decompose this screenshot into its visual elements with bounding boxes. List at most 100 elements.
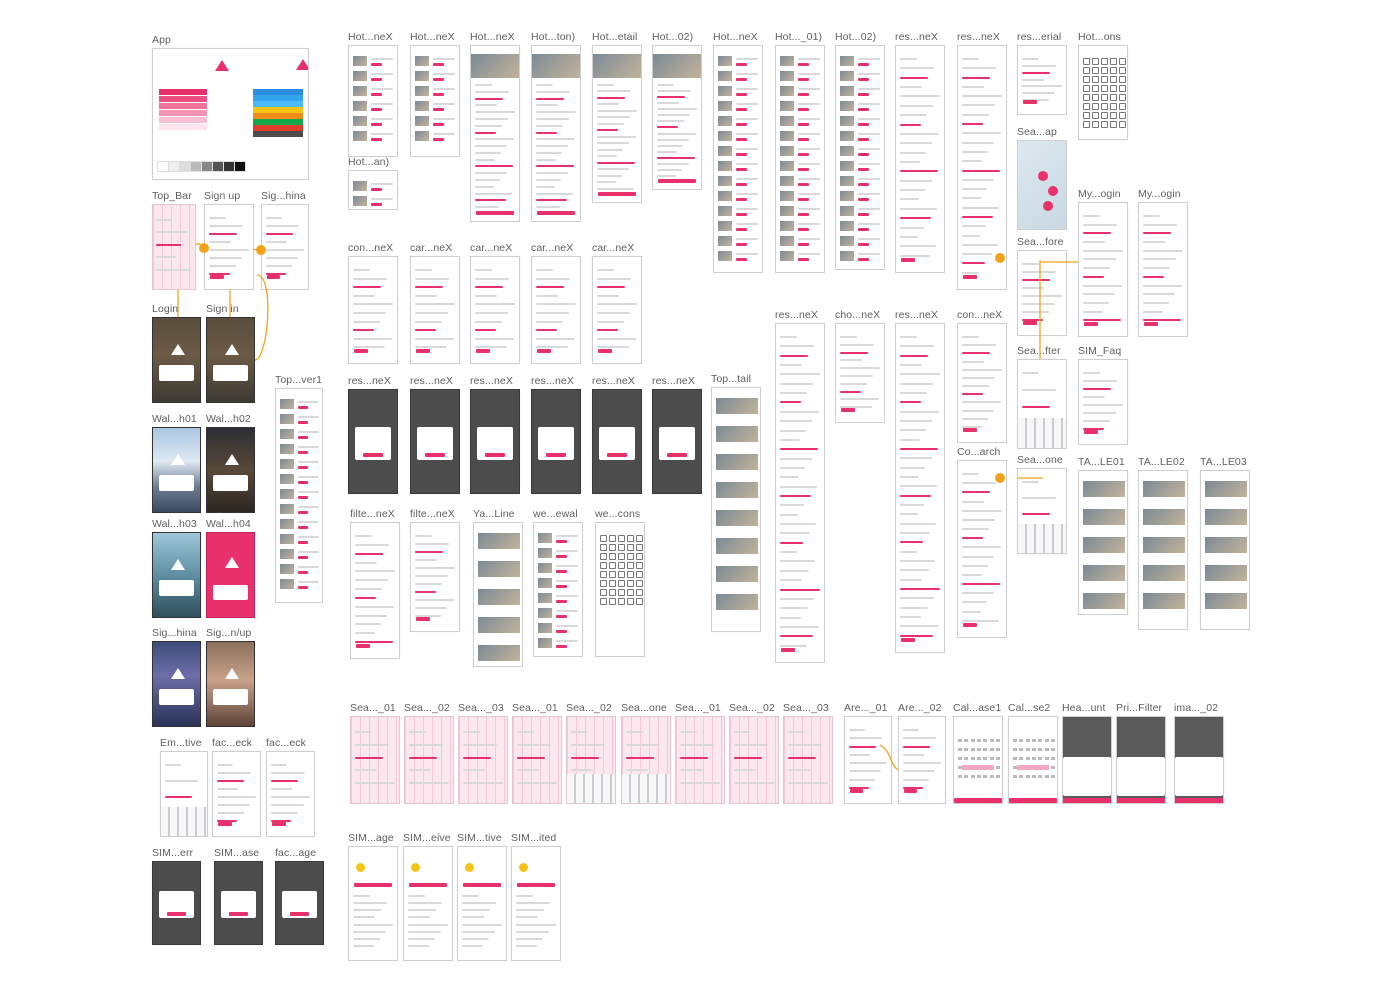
artboard-sea-03[interactable] — [458, 716, 508, 804]
thumbnail-image[interactable] — [840, 56, 854, 66]
artboard-fac-eck[interactable] — [212, 751, 261, 837]
calendar-day[interactable] — [1038, 748, 1043, 751]
artboard-sim-age[interactable] — [348, 846, 398, 961]
artboard-res-nex[interactable] — [895, 323, 945, 653]
thumbnail-image[interactable] — [840, 176, 854, 186]
artboard-hot-nex[interactable] — [713, 45, 763, 273]
book-button[interactable] — [536, 211, 576, 215]
thumbnail-image[interactable] — [780, 71, 794, 81]
artboard-label[interactable]: SIM_Faq — [1078, 345, 1122, 357]
artboard-label[interactable]: filte...neX — [350, 508, 395, 520]
thumbnail-image[interactable] — [1205, 481, 1247, 497]
artboard-label[interactable]: SIM...err — [152, 847, 194, 859]
calendar-day[interactable] — [1050, 739, 1055, 742]
primary-button[interactable] — [209, 275, 225, 279]
dialog-button[interactable] — [546, 453, 566, 457]
artboard-label[interactable]: Sea..._01 — [350, 702, 396, 714]
artboard-my-ogin[interactable] — [1078, 202, 1128, 337]
artboard-wal-h02[interactable] — [206, 427, 255, 513]
artboard-label[interactable]: Sig...n/up — [206, 627, 252, 639]
artboard-hot-an[interactable] — [348, 170, 398, 210]
thumbnail-image[interactable] — [353, 131, 367, 141]
dialog-button[interactable] — [425, 453, 445, 457]
sim-action-button[interactable] — [462, 883, 502, 887]
calendar-day[interactable] — [970, 739, 975, 742]
thumbnail-image[interactable] — [1143, 509, 1185, 525]
thumbnail-image[interactable] — [538, 623, 552, 633]
artboard-sea-01[interactable] — [675, 716, 725, 804]
thumbnail-image[interactable] — [718, 101, 732, 111]
artboard-label[interactable]: Sign in — [206, 303, 239, 315]
thumbnail-image[interactable] — [718, 131, 732, 141]
thumbnail-image[interactable] — [780, 161, 794, 171]
artboard-my-ogin[interactable] — [1138, 202, 1188, 337]
artboard-label[interactable]: Wal...h04 — [206, 518, 251, 530]
artboard-label[interactable]: Hot...etail — [592, 31, 638, 43]
calendar-day[interactable] — [983, 739, 988, 742]
calendar-day[interactable] — [1025, 775, 1030, 778]
artboard-wal-h04[interactable] — [206, 532, 255, 618]
calendar-day[interactable] — [976, 757, 981, 760]
thumbnail-image[interactable] — [718, 191, 732, 201]
thumbnail-image[interactable] — [716, 538, 758, 554]
primary-button[interactable] — [849, 789, 864, 793]
thumbnail-image[interactable] — [415, 101, 429, 111]
artboard-sign-up[interactable] — [204, 204, 254, 290]
artboard-label[interactable]: Sea..._01 — [512, 702, 558, 714]
artboard-label[interactable]: res...neX — [775, 309, 818, 321]
dialog-button[interactable] — [167, 912, 186, 917]
artboard-top-bar[interactable] — [152, 204, 196, 290]
primary-button[interactable] — [900, 258, 916, 262]
artboard-label[interactable]: cho...neX — [835, 309, 881, 321]
artboard-label[interactable]: ima..._02 — [1174, 702, 1219, 714]
thumbnail-image[interactable] — [353, 86, 367, 96]
artboard-label[interactable]: car...neX — [410, 242, 453, 254]
calendar-day[interactable] — [989, 757, 994, 760]
artboard-filte-nex[interactable] — [410, 522, 460, 632]
artboard-are-01[interactable] — [844, 716, 892, 804]
artboard-top-ver1[interactable] — [275, 388, 323, 603]
thumbnail-image[interactable] — [716, 510, 758, 526]
thumbnail-image[interactable] — [280, 474, 294, 484]
artboard-label[interactable]: Hot...neX — [410, 31, 455, 43]
thumbnail-image[interactable] — [478, 617, 520, 633]
calendar-day[interactable] — [976, 775, 981, 778]
artboard-res-nex[interactable] — [410, 389, 460, 494]
calendar-day[interactable] — [1044, 739, 1049, 742]
thumbnail-image[interactable] — [1083, 481, 1125, 497]
artboard-sim-err[interactable] — [152, 861, 201, 945]
book-button[interactable] — [597, 192, 637, 196]
thumbnail-image[interactable] — [780, 56, 794, 66]
thumbnail-image[interactable] — [415, 116, 429, 126]
artboard-sign-in[interactable] — [206, 317, 255, 403]
artboard-label[interactable]: SIM...age — [348, 832, 394, 844]
artboard-label[interactable]: res...neX — [410, 375, 453, 387]
artboard-label[interactable]: Sea...ap — [1017, 126, 1057, 138]
artboard-label[interactable]: Wal...h02 — [206, 413, 251, 425]
thumbnail-image[interactable] — [353, 71, 367, 81]
thumbnail-image[interactable] — [353, 56, 367, 66]
primary-button[interactable] — [536, 349, 552, 353]
thumbnail-image[interactable] — [478, 561, 520, 577]
artboard-label[interactable]: Hot...ons — [1078, 31, 1121, 43]
thumbnail-image[interactable] — [780, 146, 794, 156]
thumbnail-image[interactable] — [280, 429, 294, 439]
artboard-label[interactable]: res...neX — [592, 375, 635, 387]
artboard-label[interactable]: Hot..._01) — [775, 31, 823, 43]
artboard-fac-eck[interactable] — [266, 751, 315, 837]
thumbnail-image[interactable] — [280, 444, 294, 454]
artboard-hot-ton[interactable] — [531, 45, 581, 222]
calendar-day[interactable] — [1013, 775, 1017, 778]
map-pin-icon[interactable] — [1048, 186, 1058, 196]
dialog-button[interactable] — [229, 912, 248, 917]
thumbnail-image[interactable] — [780, 191, 794, 201]
artboard-ta-le03[interactable] — [1200, 470, 1250, 630]
artboard-label[interactable]: Sea..._02 — [566, 702, 612, 714]
thumbnail-image[interactable] — [280, 414, 294, 424]
calendar-day[interactable] — [1031, 775, 1036, 778]
calendar-day[interactable] — [958, 775, 962, 778]
artboard-sea-01[interactable] — [512, 716, 562, 804]
artboard-pri-filter[interactable] — [1116, 716, 1166, 804]
artboard-label[interactable]: fac...eck — [266, 737, 306, 749]
